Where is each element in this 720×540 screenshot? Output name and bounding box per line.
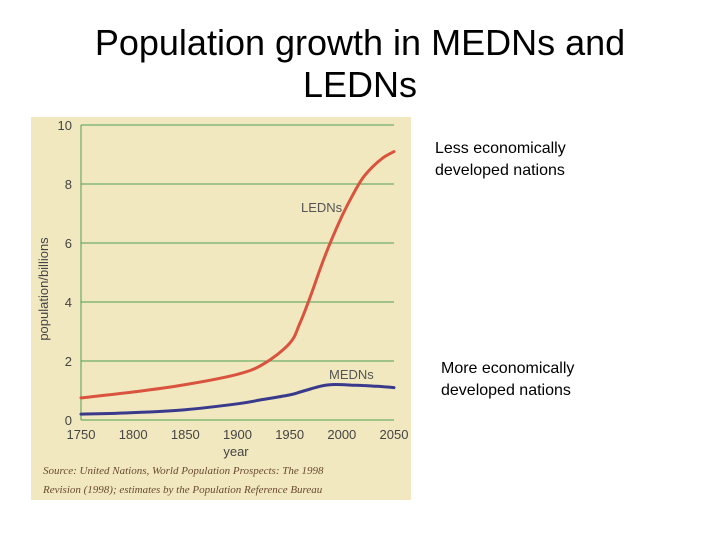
x-tick-label-2000: 2000: [327, 427, 356, 442]
x-tick-label-1950: 1950: [275, 427, 304, 442]
y-tick-label-0: 0: [65, 413, 72, 428]
y-tick-labels: 0 2 4 6 8 10: [58, 118, 72, 428]
slide-title-line-1: Population growth in MEDNs and: [94, 22, 626, 63]
x-tick-label-1900: 1900: [223, 427, 252, 442]
slide-title: Population growth in MEDNs and LEDNs: [0, 22, 720, 106]
population-chart: 0 2 4 6 8 10 1750 1800 1850 1900 1950 2000 2050 pop…: [31, 117, 411, 500]
ledn-series-line: [79, 150, 396, 400]
ledn-series-label: LEDNs: [301, 200, 343, 215]
x-tick-label-2050: 2050: [380, 427, 409, 442]
x-axis-label: year: [223, 444, 249, 459]
y-tick-label-10: 10: [58, 118, 72, 133]
y-tick-label-2: 2: [65, 354, 72, 369]
y-tick-label-4: 4: [65, 295, 72, 310]
x-tick-label-1750: 1750: [67, 427, 96, 442]
series-lines: [79, 150, 396, 416]
x-tick-label-1850: 1850: [171, 427, 200, 442]
medn-description: More economically developed nations: [441, 358, 691, 402]
source-line-1: Source: United Nations, World Population…: [43, 465, 324, 477]
slide-title-line-2: LEDNs: [302, 64, 418, 105]
y-tick-label-8: 8: [65, 177, 72, 192]
source-line-2: Revision (1998); estimates by the Popula…: [42, 484, 323, 496]
ledn-description-line-1: Less economically: [435, 140, 566, 157]
medn-description-line-1: More economically: [441, 360, 575, 377]
x-tick-label-1800: 1800: [119, 427, 148, 442]
medn-series-line: [79, 382, 396, 416]
grid-lines: [80, 124, 394, 421]
y-tick-label-6: 6: [65, 236, 72, 251]
x-tick-labels: 1750 1800 1850 1900 1950 2000 2050: [67, 427, 409, 442]
population-chart-svg: 0 2 4 6 8 10 1750 1800 1850 1900 1950 2000 2050 pop…: [31, 117, 411, 500]
y-axis-label: population/billions: [36, 237, 51, 341]
medn-description-line-2: developed nations: [441, 382, 571, 399]
ledn-description: Less economically developed nations: [435, 138, 685, 182]
medn-series-label: MEDNs: [329, 367, 374, 382]
ledn-description-line-2: developed nations: [435, 162, 565, 179]
chart-background: [31, 117, 411, 500]
